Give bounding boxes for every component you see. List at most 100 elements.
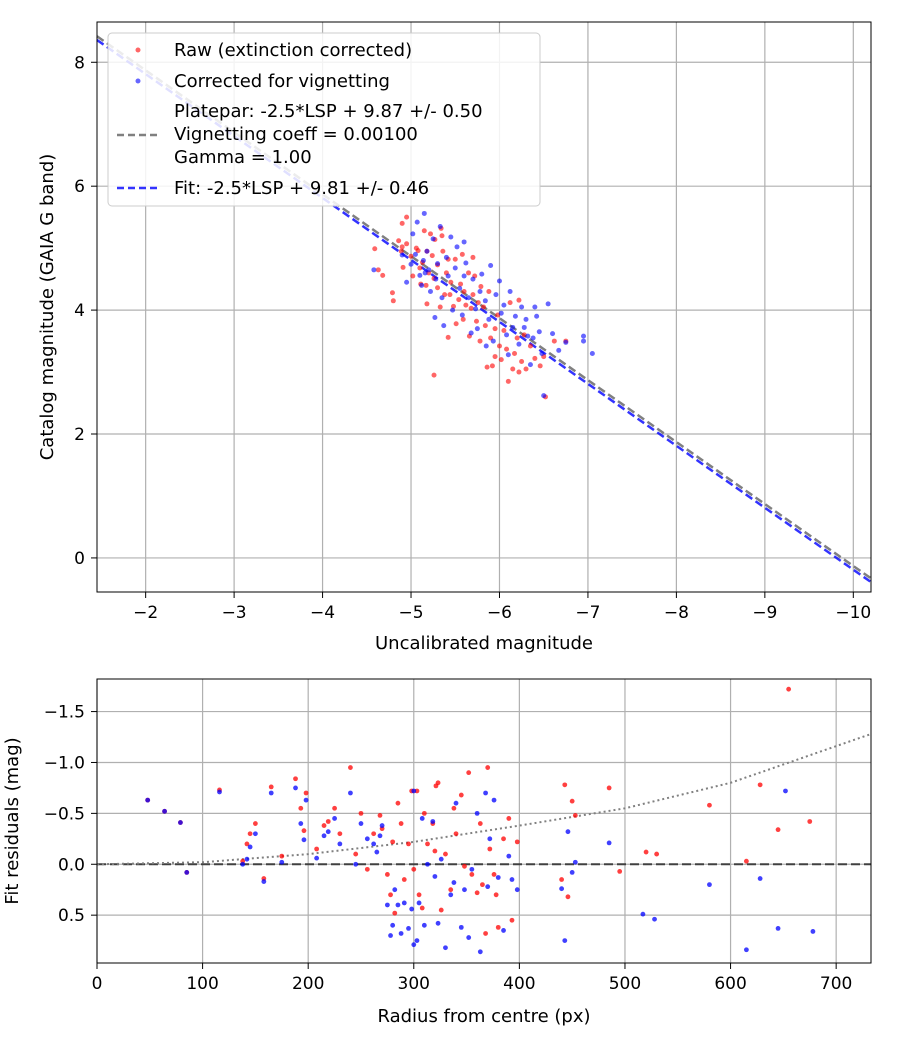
data-point bbox=[423, 282, 429, 288]
data-point bbox=[433, 276, 439, 282]
ticks-top: −2 −3 −4 −5 −6 −7 −8 −9 −10 0 2 4 6 8 bbox=[74, 53, 871, 623]
data-point bbox=[303, 797, 309, 803]
data-point bbox=[435, 261, 441, 267]
data-point bbox=[562, 938, 568, 944]
data-point bbox=[489, 363, 495, 369]
data-point bbox=[536, 329, 542, 335]
data-point bbox=[217, 789, 222, 795]
ticks-bottom: 0 100 200 300 400 500 600 700 0.5 0.0 −0.5 −1.0 −1.5 bbox=[44, 703, 853, 994]
data-point bbox=[337, 841, 343, 847]
data-point bbox=[581, 338, 587, 344]
data-point bbox=[562, 782, 568, 788]
data-point bbox=[443, 851, 448, 857]
data-point bbox=[162, 808, 167, 814]
data-point bbox=[565, 829, 571, 835]
data-point bbox=[477, 949, 483, 955]
data-point bbox=[514, 839, 520, 845]
data-point bbox=[643, 849, 649, 855]
data-point bbox=[145, 797, 151, 803]
data-point bbox=[411, 942, 417, 948]
data-point bbox=[395, 800, 401, 806]
data-point bbox=[408, 253, 414, 259]
data-point bbox=[456, 297, 462, 303]
data-point bbox=[461, 273, 467, 279]
plot-frame-bottom bbox=[96, 678, 872, 964]
y-axis-label-bottom: Fit residuals (mag) bbox=[2, 737, 23, 904]
data-point bbox=[443, 945, 448, 951]
data-point bbox=[240, 861, 246, 867]
data-point bbox=[252, 831, 258, 837]
data-point bbox=[321, 823, 327, 828]
data-point bbox=[459, 312, 465, 318]
data-point bbox=[399, 252, 405, 258]
data-point bbox=[469, 866, 475, 872]
data-point bbox=[314, 846, 320, 852]
data-point bbox=[392, 910, 398, 916]
data-point bbox=[425, 841, 430, 847]
data-point bbox=[466, 270, 472, 276]
vignetting-trend-curve bbox=[96, 733, 872, 866]
data-point bbox=[458, 792, 464, 798]
data-point bbox=[396, 238, 402, 244]
data-point bbox=[450, 307, 456, 313]
legend-box bbox=[107, 32, 541, 207]
x-tick-label: −4 bbox=[310, 603, 335, 623]
data-point bbox=[492, 354, 498, 360]
data-point bbox=[404, 241, 410, 247]
data-point bbox=[448, 234, 454, 240]
data-point bbox=[504, 332, 510, 338]
x-tick-label: 600 bbox=[714, 974, 746, 994]
data-point bbox=[389, 290, 395, 296]
data-point bbox=[390, 298, 396, 304]
data-point bbox=[401, 900, 407, 906]
legend-marker-corrected bbox=[135, 78, 141, 84]
x-tick-label: −6 bbox=[487, 603, 512, 623]
data-point bbox=[409, 906, 415, 912]
data-point bbox=[516, 341, 522, 347]
x-axis-label-top: Uncalibrated magnitude bbox=[375, 633, 593, 654]
data-point bbox=[388, 892, 393, 898]
data-point bbox=[786, 686, 792, 692]
data-point bbox=[421, 810, 427, 816]
data-point bbox=[652, 916, 657, 922]
data-point bbox=[425, 861, 430, 867]
data-point bbox=[775, 827, 781, 833]
data-point bbox=[516, 369, 522, 375]
y-tick-label: −1.5 bbox=[44, 703, 85, 723]
data-point bbox=[371, 267, 377, 273]
data-point bbox=[439, 233, 445, 239]
data-point bbox=[810, 929, 816, 934]
data-point bbox=[498, 310, 504, 316]
data-point bbox=[487, 836, 493, 842]
data-point bbox=[512, 350, 518, 356]
data-point bbox=[534, 313, 540, 319]
data-point bbox=[482, 298, 488, 304]
data-point bbox=[606, 840, 612, 846]
data-point bbox=[474, 890, 480, 896]
data-point bbox=[432, 315, 438, 321]
data-point bbox=[565, 894, 571, 900]
data-point bbox=[559, 886, 565, 892]
data-point bbox=[461, 289, 467, 295]
data-point bbox=[430, 236, 436, 242]
data-point bbox=[321, 833, 327, 839]
legend-label-raw: Raw (extinction corrected) bbox=[174, 40, 412, 61]
data-point bbox=[447, 292, 453, 298]
data-point bbox=[775, 925, 781, 931]
x-tick-label: −3 bbox=[222, 603, 247, 623]
data-point bbox=[422, 270, 428, 276]
data-point bbox=[414, 219, 420, 225]
data-point bbox=[519, 304, 525, 310]
data-point bbox=[395, 902, 401, 908]
data-point bbox=[439, 295, 445, 301]
data-point bbox=[454, 244, 460, 250]
data-point bbox=[404, 279, 410, 285]
legend-label-platepar-1: Platepar: -2.5*LSP + 9.87 +/- 0.50 bbox=[174, 101, 483, 122]
data-point bbox=[427, 231, 433, 237]
scatter-points-top bbox=[371, 210, 595, 400]
data-point bbox=[556, 347, 562, 353]
data-point bbox=[589, 350, 595, 356]
data-point bbox=[374, 849, 380, 855]
data-point bbox=[482, 323, 488, 329]
grid-bottom bbox=[96, 679, 871, 963]
